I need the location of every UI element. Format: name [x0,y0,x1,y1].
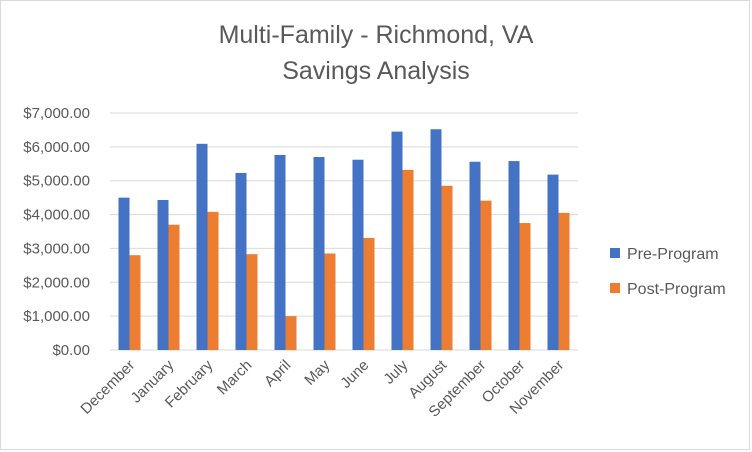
bar-pre-program [391,131,403,350]
x-tick-label: July [380,356,411,387]
x-tick-label: December [77,357,138,418]
y-tick-label: $1,000.00 [23,308,90,325]
y-tick-label: $3,000.00 [23,240,90,257]
chart-title-line-2: Savings Analysis [282,57,470,85]
bar-post-program [519,223,531,350]
bar-post-program [168,224,180,350]
bar-pre-program [235,172,247,350]
y-tick-label: $5,000.00 [23,173,90,190]
legend-label: Post-Program [627,281,726,298]
bar-post-program [441,185,453,350]
bar-post-program [207,211,219,350]
bar-pre-program [196,143,208,350]
bar-post-program [324,253,336,350]
y-tick-label: $6,000.00 [23,139,90,156]
bar-pre-program [118,197,130,350]
legend-label: Pre-Program [627,246,719,263]
y-tick-label: $2,000.00 [23,274,90,291]
bar-post-program [285,316,297,350]
bar-post-program [558,212,570,350]
bar-pre-program [274,154,286,350]
bar-pre-program [157,200,169,350]
bar-pre-program [547,174,559,350]
x-tick-label: June [337,357,372,392]
chart-title-line-1: Multi-Family - Richmond, VA [218,21,534,49]
legend-swatch-pre-program [610,248,620,258]
bar-post-program [402,169,414,350]
bar-pre-program [508,161,520,350]
legend-swatch-post-program [610,283,620,293]
bar-pre-program [430,129,442,350]
bar-pre-program [352,159,364,350]
y-tick-label: $4,000.00 [23,207,90,224]
bar-pre-program [469,161,481,350]
bar-post-program [363,237,375,350]
y-tick-label: $0.00 [52,342,90,359]
bar-post-program [129,255,141,350]
x-tick-label: April [261,357,294,390]
bar-post-program [480,200,492,350]
bar-pre-program [313,157,325,350]
bar-post-program [246,254,258,350]
x-tick-label: May [301,356,333,388]
y-tick-label: $7,000.00 [23,105,90,122]
x-tick-label: March [214,357,255,398]
